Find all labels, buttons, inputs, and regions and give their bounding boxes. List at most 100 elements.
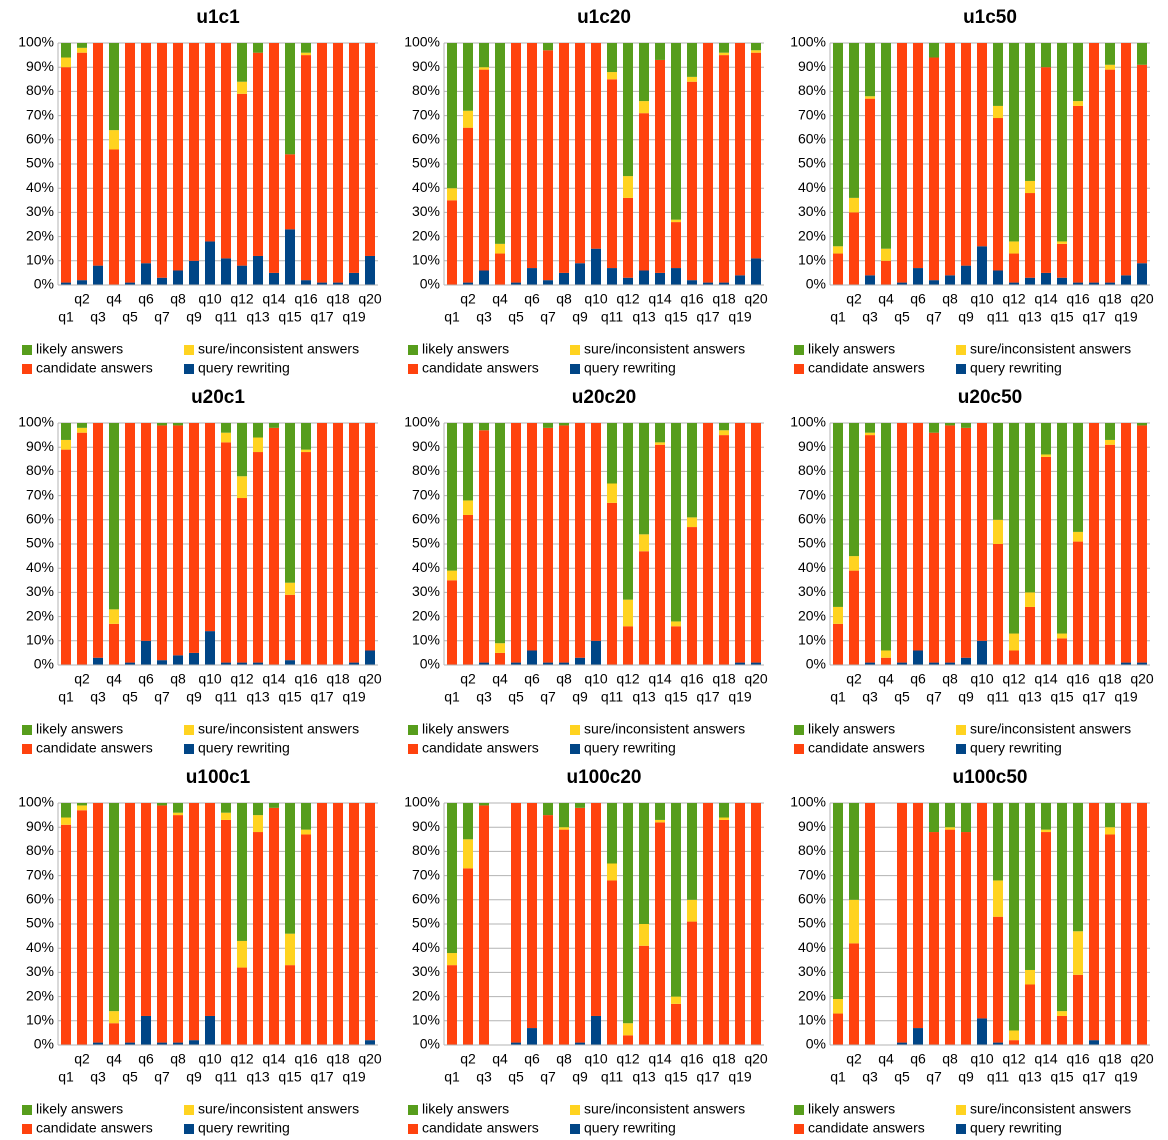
bar-segment [237, 498, 247, 663]
y-tick-label: 80% [412, 842, 440, 858]
bar-segment [189, 43, 199, 261]
bar-segment [687, 803, 697, 900]
bar-segment [77, 423, 87, 428]
bar-segment [671, 43, 681, 220]
x-tick-label: q13 [1018, 1069, 1042, 1085]
y-tick-label: 70% [26, 486, 54, 502]
bar-segment [961, 43, 971, 266]
legend-swatch [184, 725, 194, 735]
bar-segment [1057, 277, 1067, 285]
legend-swatch [570, 364, 580, 374]
bar-segment [993, 544, 1003, 665]
bar-segment [1089, 1040, 1099, 1045]
y-tick-label: 100% [404, 794, 440, 810]
bar-segment [833, 43, 843, 247]
bar-segment [479, 430, 489, 663]
bar-segment [591, 1015, 601, 1045]
legend-label: candidate answers [422, 360, 539, 376]
bar-segment [849, 197, 859, 213]
legend-label: sure/inconsistent answers [970, 341, 1131, 357]
bar-segment [173, 270, 183, 285]
x-tick-label: q20 [744, 291, 768, 307]
bar-segment [125, 43, 135, 283]
bar-segment [881, 43, 891, 249]
bar-segment [1105, 439, 1115, 445]
bar-segment [1009, 650, 1019, 665]
bar-segment [719, 55, 729, 283]
bar-segment [993, 803, 1003, 881]
y-tick-label: 100% [18, 794, 54, 810]
bar-segment [543, 50, 553, 281]
bar-segment [205, 43, 215, 242]
bar-segment [559, 829, 569, 1045]
legend-swatch [184, 1105, 194, 1115]
bar-segment [333, 803, 343, 1045]
bar-segment [77, 427, 87, 433]
bar-segment [1137, 43, 1147, 65]
bar-segment [929, 423, 939, 433]
bar-segment [189, 1040, 199, 1045]
legend-label: candidate answers [422, 740, 539, 756]
bar-segment [1009, 253, 1019, 283]
legend-swatch [956, 345, 966, 355]
bar-segment [849, 43, 859, 198]
bar-segment [945, 425, 955, 663]
bar-segment [865, 432, 875, 436]
x-tick-label: q4 [492, 291, 508, 307]
bar-segment [607, 423, 617, 484]
bar-segment [205, 803, 215, 1016]
legend-label: sure/inconsistent answers [198, 721, 359, 737]
bar-segment [109, 1023, 119, 1045]
bar-segment [575, 657, 585, 665]
y-tick-label: 100% [790, 34, 826, 50]
bar-segment [157, 803, 167, 806]
x-tick-label: q6 [138, 1051, 154, 1067]
x-tick-label: q7 [540, 1069, 556, 1085]
bar-segment [865, 423, 875, 433]
legend-label: query rewriting [970, 1120, 1062, 1136]
bar-segment [301, 803, 311, 830]
bar-segment [913, 43, 923, 269]
bar-segment [285, 594, 295, 661]
bar-segment [285, 43, 295, 155]
bar-segment [993, 43, 1003, 106]
x-tick-label: q6 [910, 291, 926, 307]
bar-segment [1057, 1011, 1067, 1016]
bar-segment [157, 425, 167, 661]
bar-segment [125, 803, 135, 1043]
bar-segment [1089, 423, 1099, 665]
bar-segment [719, 435, 729, 665]
x-tick-label: q11 [601, 1069, 624, 1085]
bar-segment [913, 423, 923, 651]
legend-label: candidate answers [36, 360, 153, 376]
bar-segment [945, 423, 955, 426]
bar-segment [285, 154, 295, 230]
x-tick-label: q11 [987, 689, 1010, 705]
x-tick-label: q13 [246, 1069, 270, 1085]
bar-segment [607, 502, 617, 665]
legend-swatch [22, 744, 32, 754]
bar-segment [559, 423, 569, 426]
x-tick-label: q15 [1050, 689, 1074, 705]
y-tick-label: 0% [34, 276, 54, 292]
x-tick-label: q12 [230, 671, 254, 687]
x-tick-label: q16 [1066, 671, 1090, 687]
bar-segment [1137, 64, 1147, 264]
bar-segment [189, 260, 199, 285]
legend-swatch [956, 744, 966, 754]
y-tick-label: 20% [412, 987, 440, 1003]
x-tick-label: q11 [215, 1069, 238, 1085]
bar-segment [301, 43, 311, 53]
x-tick-label: q10 [198, 671, 222, 687]
bar-segment [1025, 984, 1035, 1045]
bar-segment [479, 423, 489, 431]
x-tick-label: q8 [942, 291, 958, 307]
y-tick-label: 20% [26, 607, 54, 623]
bar-segment [607, 803, 617, 864]
y-tick-label: 30% [798, 963, 826, 979]
bar-segment [511, 662, 521, 665]
y-tick-label: 90% [26, 438, 54, 454]
bar-segment [703, 803, 713, 1045]
x-tick-label: q10 [970, 671, 994, 687]
